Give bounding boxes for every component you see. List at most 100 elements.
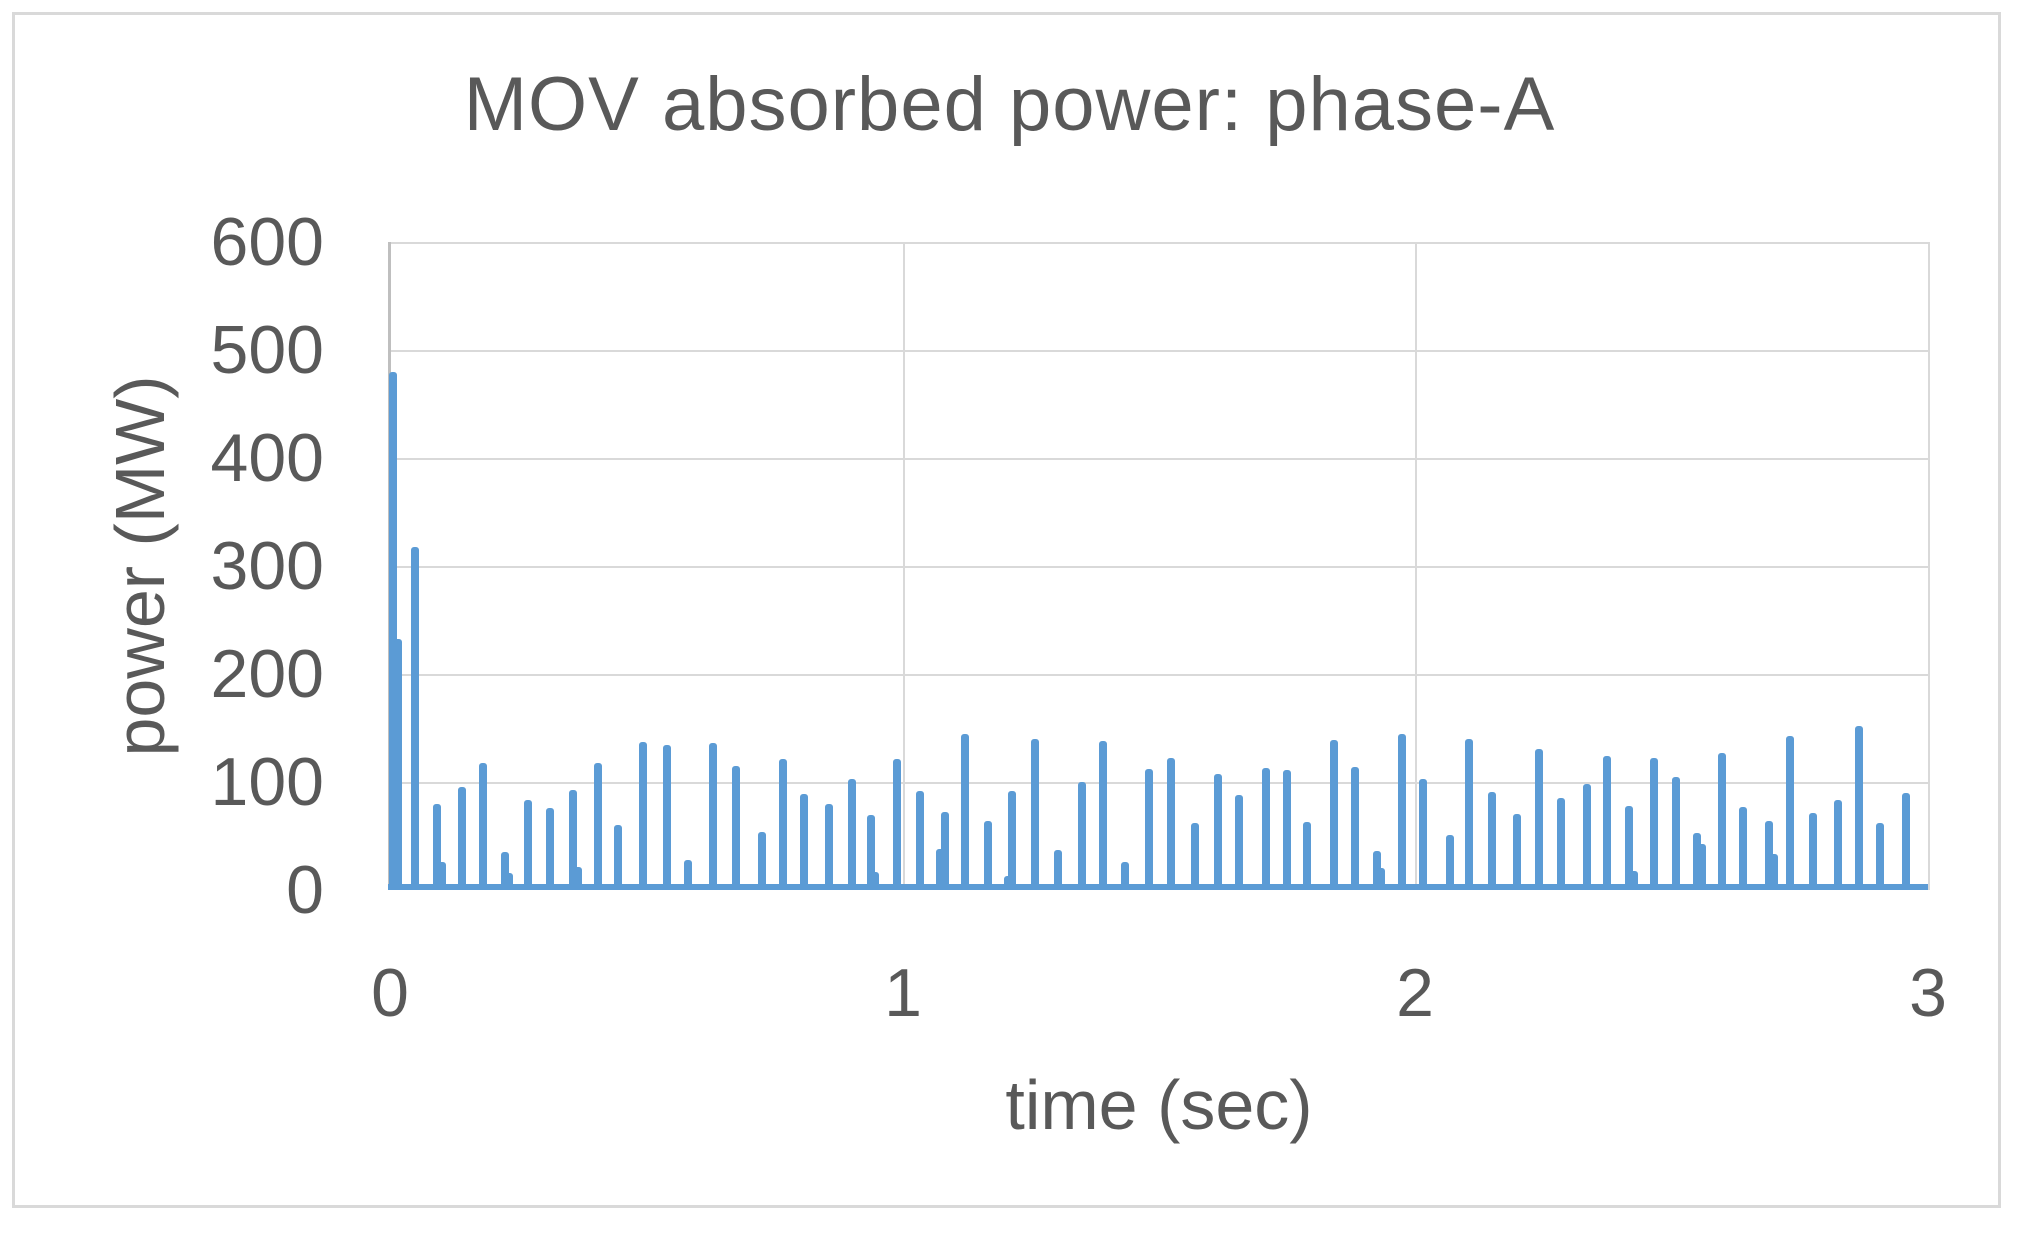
bar: [1191, 823, 1199, 890]
bar: [479, 763, 487, 890]
y-tick-label: 0: [286, 852, 324, 928]
bar: [1398, 734, 1406, 890]
bar: [1698, 844, 1706, 890]
bar: [1630, 871, 1638, 890]
bar: [569, 790, 577, 890]
bar: [1557, 798, 1565, 890]
bar: [732, 766, 740, 890]
bar: [1834, 800, 1842, 890]
x-tick-label: 2: [1396, 955, 1434, 1031]
bar: [1902, 793, 1910, 890]
bar: [1488, 792, 1496, 890]
bar: [594, 763, 602, 890]
bar: [779, 759, 787, 890]
bar: [1693, 833, 1701, 890]
bar: [1786, 736, 1794, 890]
bar: [1625, 806, 1633, 890]
bar: [1513, 814, 1521, 890]
y-tick-label: 500: [210, 312, 324, 388]
gridline-horizontal: [390, 242, 1928, 244]
y-tick-label: 300: [210, 528, 324, 604]
bar: [961, 734, 969, 890]
bar: [936, 849, 944, 890]
bar: [574, 867, 582, 890]
bar: [1718, 753, 1726, 890]
bar: [389, 372, 397, 890]
bar: [825, 804, 833, 890]
bar: [1465, 739, 1473, 890]
bar: [1535, 749, 1543, 890]
bar: [1031, 739, 1039, 890]
bar: [614, 825, 622, 890]
bar: [1145, 769, 1153, 890]
bar: [546, 808, 554, 890]
chart-title: MOV absorbed power: phase-A: [463, 62, 1556, 147]
bar: [1121, 862, 1129, 890]
series-baseline-strip: [388, 884, 1928, 890]
bar: [1876, 823, 1884, 890]
chart-frame: [12, 12, 2001, 1208]
gridline-vertical: [1415, 242, 1417, 890]
bar: [501, 852, 509, 890]
bar: [394, 639, 402, 890]
bar: [1283, 770, 1291, 890]
gridline-horizontal: [390, 350, 1928, 352]
bar: [524, 800, 532, 890]
bar: [1330, 740, 1338, 890]
bar: [1262, 768, 1270, 890]
bar: [800, 794, 808, 890]
bar: [1419, 779, 1427, 890]
bar: [867, 815, 875, 890]
bar: [709, 743, 717, 890]
bar: [941, 812, 949, 890]
gridline-horizontal: [390, 782, 1928, 784]
x-axis-title: time (sec): [1005, 1066, 1313, 1144]
y-tick-label: 200: [210, 636, 324, 712]
x-tick-label: 0: [371, 955, 409, 1031]
bar: [1672, 777, 1680, 890]
bar: [848, 779, 856, 890]
bar: [1650, 758, 1658, 890]
bar: [984, 821, 992, 890]
bar: [1008, 791, 1016, 890]
gridline-vertical: [1928, 242, 1930, 890]
bar: [893, 759, 901, 890]
bar: [663, 745, 671, 890]
bar: [1167, 758, 1175, 890]
bar: [1583, 784, 1591, 890]
bar: [458, 787, 466, 890]
bar: [411, 547, 419, 890]
bar: [1377, 868, 1385, 890]
gridline-horizontal: [390, 458, 1928, 460]
bar: [1446, 835, 1454, 890]
bar: [684, 860, 692, 890]
bar: [1303, 822, 1311, 890]
x-tick-label: 1: [884, 955, 922, 1031]
bar: [1809, 813, 1817, 890]
bar: [1603, 756, 1611, 890]
gridline-horizontal: [390, 566, 1928, 568]
gridline-horizontal: [390, 674, 1928, 676]
y-tick-label: 400: [210, 420, 324, 496]
bar: [1054, 850, 1062, 890]
bar: [916, 791, 924, 890]
bar: [758, 832, 766, 890]
bar: [1765, 821, 1773, 890]
bar: [438, 862, 446, 890]
gridline-vertical: [903, 242, 905, 890]
bar: [1351, 767, 1359, 890]
bar: [871, 872, 879, 890]
bar: [1078, 782, 1086, 890]
bar: [505, 873, 513, 890]
y-tick-label: 600: [210, 204, 324, 280]
bar: [1855, 726, 1863, 890]
bar: [1770, 854, 1778, 890]
bar: [1739, 807, 1747, 890]
x-tick-label: 3: [1909, 955, 1947, 1031]
bar: [1214, 774, 1222, 890]
bar: [1099, 741, 1107, 890]
bar: [1235, 795, 1243, 890]
y-tick-label: 100: [210, 744, 324, 820]
bar: [433, 804, 441, 890]
